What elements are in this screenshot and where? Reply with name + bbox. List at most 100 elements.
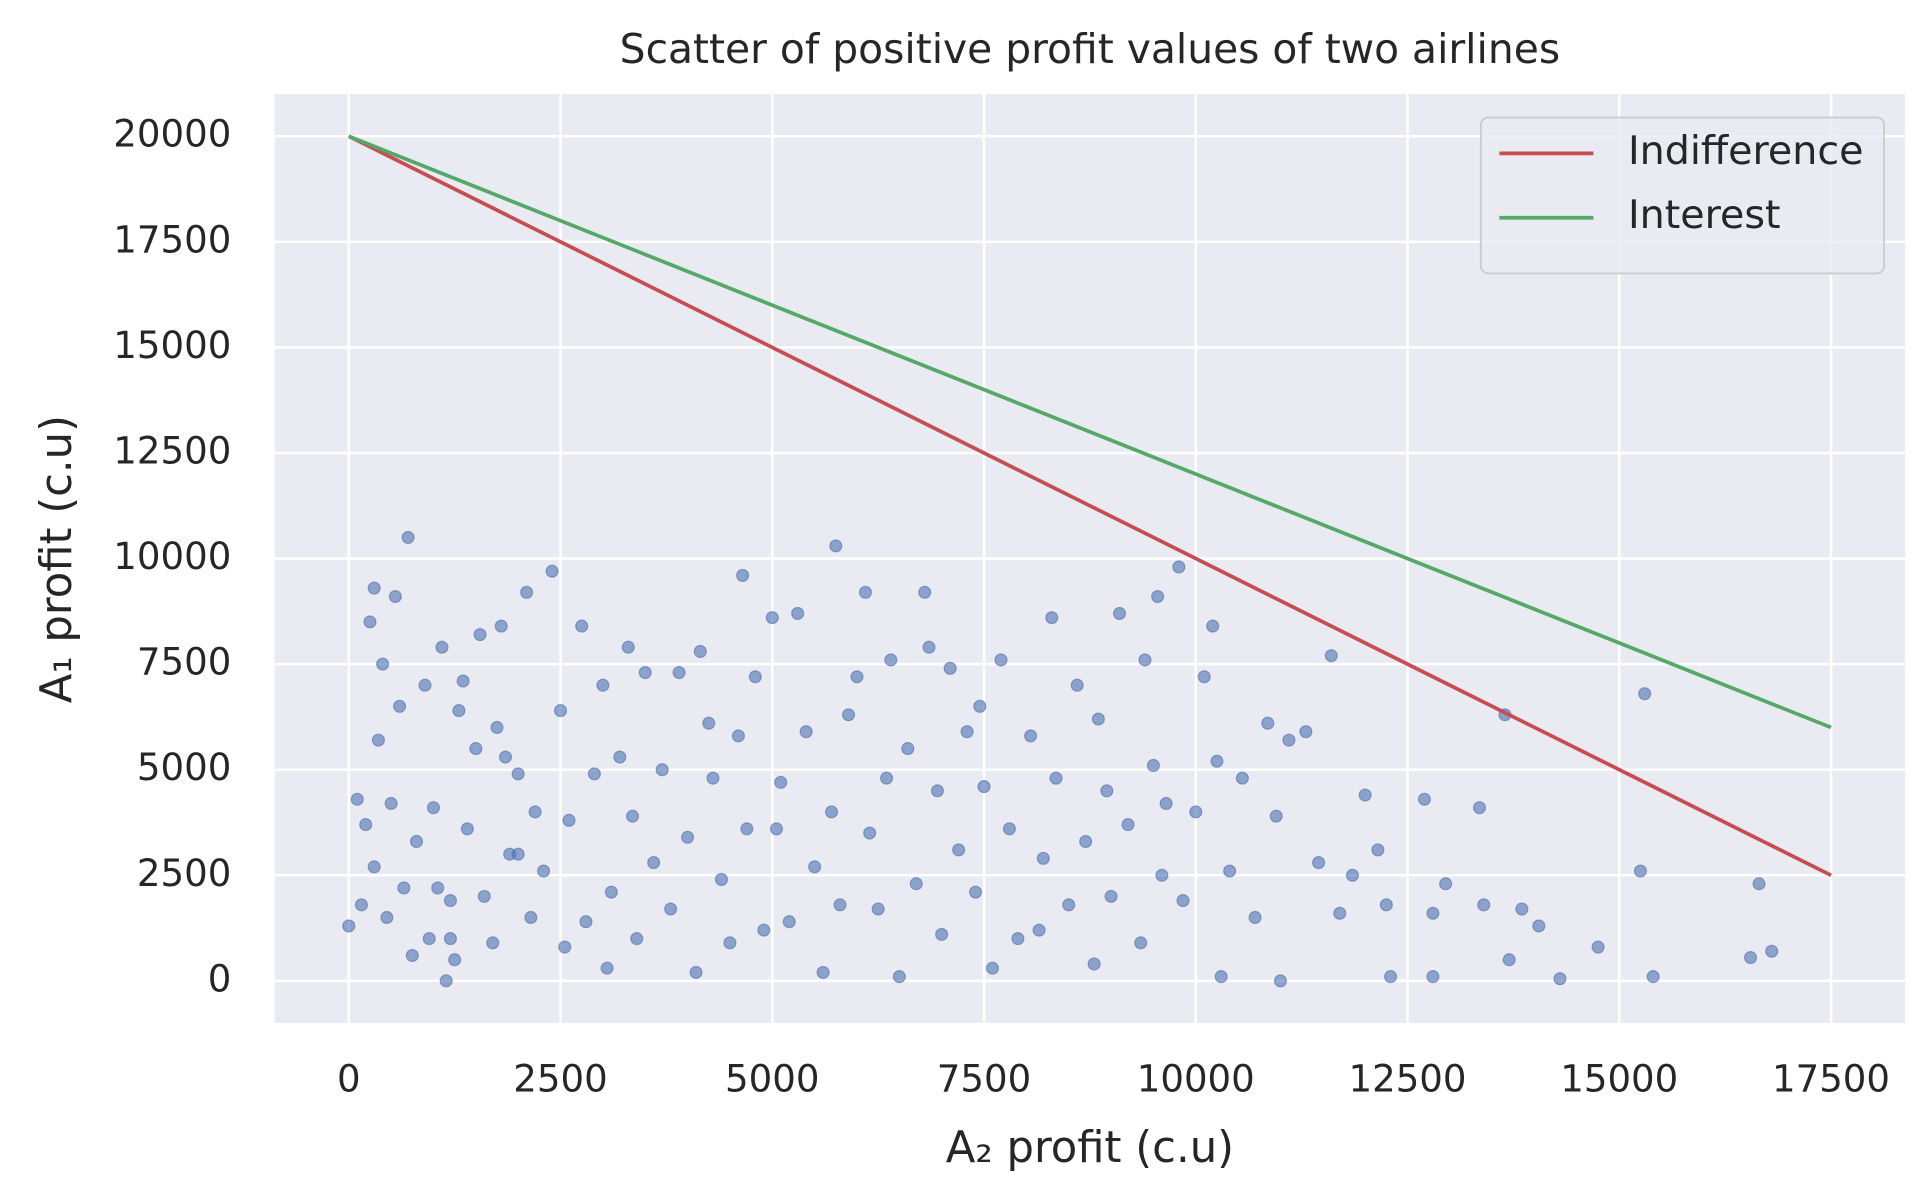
scatter-point [748,670,762,684]
scatter-point [1439,877,1453,891]
scatter-point [1426,970,1440,984]
scatter-point [769,822,784,836]
scatter-point [863,826,877,840]
scatter-point [693,644,707,659]
scatter-point [1633,864,1647,878]
scatter-point [490,720,504,735]
scatter-point [456,674,470,688]
scatter-point [1743,951,1758,965]
scatter-point [1002,822,1016,836]
scatter-point [829,539,843,553]
scatter-point [1282,733,1296,747]
y-tick-label: 12500 [113,429,231,472]
scatter-point [418,678,432,692]
scatter-point [884,653,898,667]
scatter-point [1299,725,1313,739]
scatter-point [498,750,513,764]
scatter-point [918,585,932,599]
scatter-point [672,666,686,680]
scatter-point [1371,843,1385,857]
legend-box [1479,116,1886,275]
chart-title: Scatter of positive profit values of two… [620,25,1560,73]
scatter-point [1269,809,1283,823]
scatter-point [545,564,559,578]
scatter-point [774,775,788,789]
scatter-point [1091,712,1105,726]
scatter-point [342,919,356,933]
scatter-point [388,589,402,604]
scatter-point [511,847,525,861]
scatter-point [841,708,856,722]
scatter-point [579,915,593,929]
scatter-point [757,923,771,937]
x-tick-label: 0 [337,1058,361,1101]
scatter-point [363,615,377,629]
scatter-point [600,961,614,975]
scatter-point [702,716,716,730]
scatter-point [1765,944,1779,958]
scatter-point [448,953,462,967]
scatter-point [994,653,1008,667]
scatter-point [1324,649,1338,663]
scatter-point [1049,771,1063,785]
scatter-point [1333,906,1347,920]
scatter-point [401,530,415,544]
scatter-point [405,948,419,963]
scatter-point [1273,974,1288,988]
scatter-point [1384,970,1398,984]
scatter-point [477,889,491,903]
scatter-point [1121,818,1135,832]
scatter-point [880,771,894,785]
scatter-point [1159,796,1173,811]
scatter-point [1502,953,1516,967]
scatter-point [393,699,407,713]
scatter-point [494,619,508,633]
scatter-point [473,627,487,642]
scatter-point [422,932,436,946]
scatter-point [376,657,390,671]
scatter-point [850,670,864,684]
scatter-point [1417,792,1432,806]
x-tick-label: 17500 [1772,1058,1890,1101]
scatter-point [439,974,453,988]
line-series [348,134,1832,730]
scatter-point [562,813,576,827]
scatter-point [625,809,640,823]
scatter-point [511,767,525,781]
scatter-point [553,704,568,718]
scatter-point [723,936,737,950]
labels: 0 2500 5000 7500 10000 12500 15000 17500 0 2500 50… [113,113,1890,1101]
scatter-point [1045,611,1059,625]
x-tick-label: 7500 [937,1058,1031,1101]
legend-label: Interest [1628,192,1781,238]
scatter-point [731,729,745,743]
scatter-point [985,961,1000,975]
scatter-point [587,767,601,781]
y-tick-label: 7500 [137,641,231,684]
scatter-point [968,885,983,899]
scatter-point [782,915,796,929]
scatter-point [858,585,872,599]
legend-label: Indifference [1628,128,1863,174]
scatter-point [359,818,373,832]
scatter-point [1235,771,1249,785]
scatter-point [1426,906,1440,920]
scatter-point [808,860,822,874]
scatter-point [435,640,449,654]
scatter-point [426,801,441,815]
scatter-point [528,805,542,819]
x-tick-label: 12500 [1348,1058,1466,1101]
scatter-point [596,678,610,692]
scatter-point [558,940,572,954]
scatter-point [409,834,424,849]
scatter-point [791,606,805,620]
scatter-point [469,742,483,756]
scatter-point [952,843,966,857]
x-tick-label: 2500 [513,1058,607,1101]
scatter-point [1104,889,1118,903]
scatter-point [1138,653,1152,667]
scatter-point [354,898,369,912]
scatter-point [371,733,385,747]
scatter-point [714,872,729,887]
